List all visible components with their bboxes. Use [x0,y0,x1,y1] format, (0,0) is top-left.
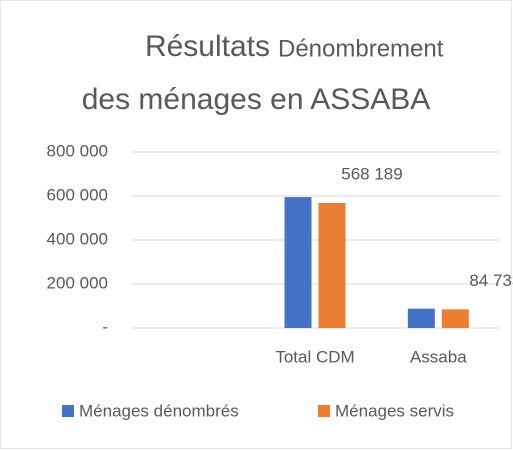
x-tick-label: Assaba [410,347,467,366]
y-tick-label: 600 000 [47,185,108,204]
legend-swatch [62,405,74,417]
chart-title: Résultats [145,30,270,63]
y-tick-label: 200 000 [47,273,108,292]
bar [407,308,435,328]
y-tick-label: - [102,317,108,336]
y-tick-label: 400 000 [47,229,108,248]
x-tick-label: Total CDM [275,347,354,366]
legend-label: Ménages servis [335,401,454,420]
legend-swatch [318,405,330,417]
bar [318,202,346,328]
data-label: 568 189 [341,164,402,183]
bar [441,309,469,328]
bar [284,197,312,328]
data-label: 84 733 [469,271,513,290]
chart-title: Dénombrement [278,35,444,62]
y-tick-label: 800 000 [47,141,108,160]
legend-label: Ménages dénombrés [79,401,239,420]
chart-title: des ménages en ASSABA [82,83,431,116]
